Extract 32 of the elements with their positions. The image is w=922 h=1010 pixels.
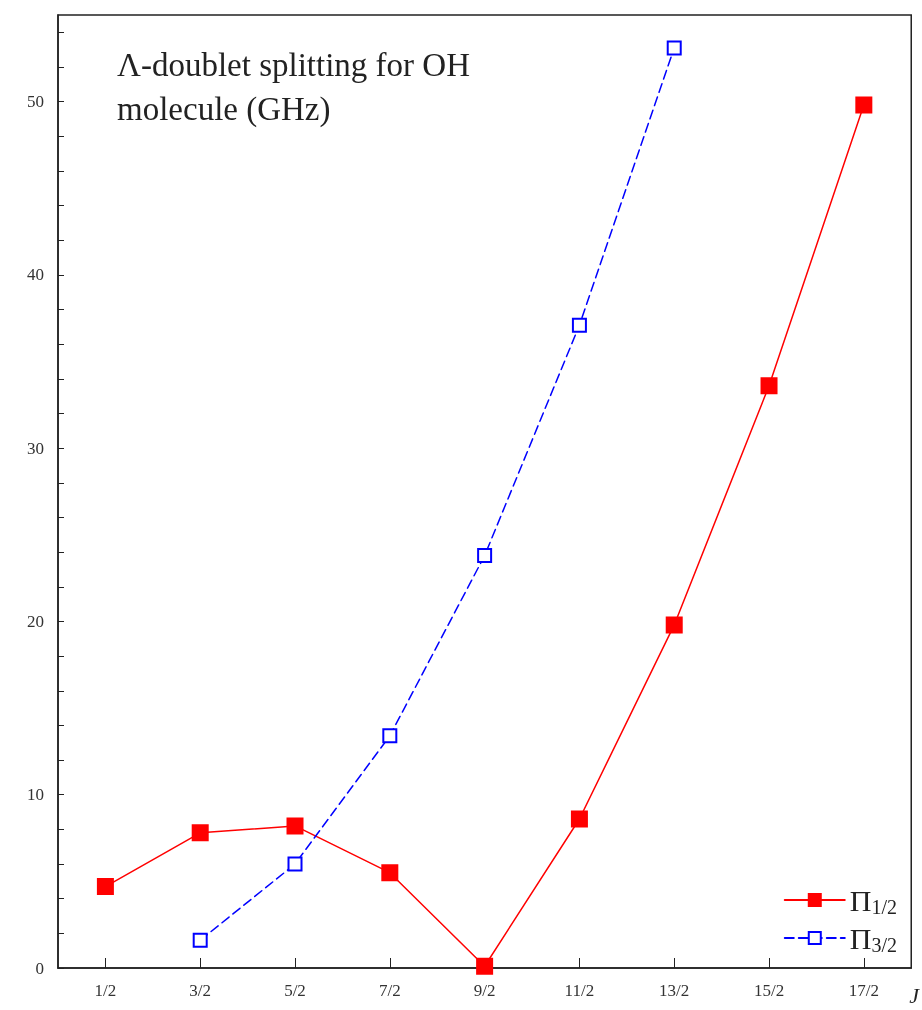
point	[476, 957, 494, 975]
point	[477, 548, 493, 564]
x-tick-label: 3/2	[189, 981, 212, 1000]
y-tick-label: 10	[27, 785, 44, 805]
y-tick-label: 0	[35, 958, 44, 978]
point	[666, 40, 682, 56]
x-axis-title: J	[909, 982, 921, 1008]
y-tick-label: 40	[27, 265, 44, 285]
point	[855, 96, 873, 114]
x-tick-label: 17/2	[848, 981, 879, 1000]
point	[287, 856, 303, 872]
y-tick-label: 50	[27, 92, 44, 112]
point	[96, 878, 114, 896]
y-tick-label: 20	[27, 611, 44, 631]
point	[381, 864, 399, 882]
x-tick-label: 7/2	[378, 981, 401, 1000]
point	[286, 817, 304, 835]
y-tick-label: 30	[27, 438, 44, 458]
point	[570, 810, 588, 828]
text: Λ-doublet splitting for OH molecule (GHz)	[117, 47, 479, 128]
x-tick-label: 5/2	[284, 981, 306, 1000]
point	[665, 616, 683, 634]
point	[760, 377, 778, 395]
x-tick-label: 11/2	[564, 981, 595, 1000]
point	[571, 317, 587, 333]
x-tick-label: 9/2	[473, 981, 496, 1000]
x-tick-label: 15/2	[753, 981, 785, 1000]
point	[192, 932, 208, 948]
point	[191, 824, 209, 842]
point	[382, 728, 398, 744]
x-tick-label: 1/2	[94, 981, 117, 1000]
x-tick-label: 13/2	[659, 981, 690, 1000]
